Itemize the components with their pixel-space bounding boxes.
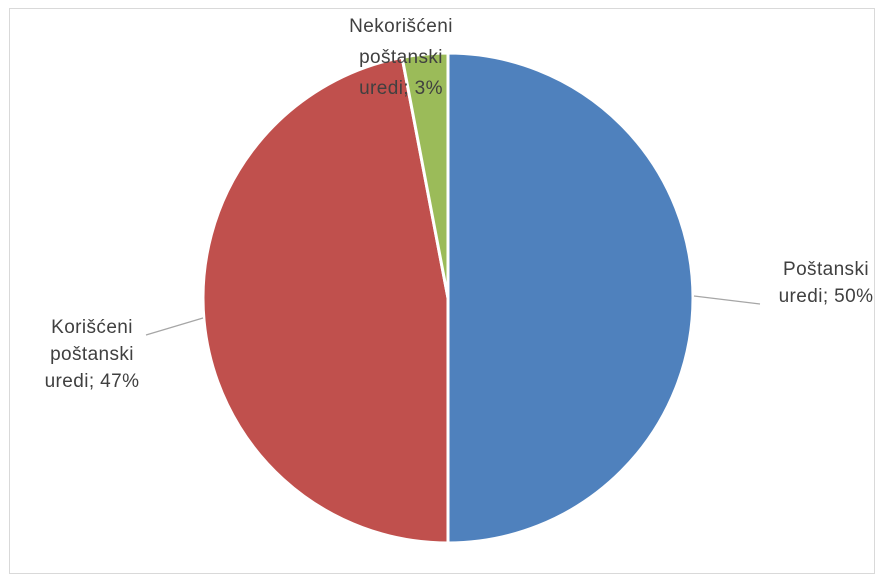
slice-label-line: uredi; 47% <box>45 371 140 392</box>
leader-line-2 <box>145 317 204 336</box>
pie-slice-3 <box>400 51 450 300</box>
pie-slices <box>201 51 695 545</box>
slice-label-3: Nekorišćeni poštanski uredi; 3% <box>349 16 453 99</box>
slice-label-line: Nekorišćeni <box>349 16 453 37</box>
leader-line-1 <box>693 295 761 305</box>
slice-label-line: poštanski <box>359 47 443 68</box>
pie-slice-1 <box>446 51 695 545</box>
slice-label-line: Korišćeni <box>51 317 133 338</box>
slice-labels: Poštanski uredi; 50% Korišćeni poštanski ure… <box>45 16 874 392</box>
leader-lines <box>145 295 761 336</box>
slice-label-2: Korišćeni poštanski uredi; 47% <box>45 317 140 392</box>
slice-label-1: Poštanski uredi; 50% <box>779 259 874 307</box>
slice-label-line: Poštanski <box>783 259 869 280</box>
slice-label-line: uredi; 3% <box>359 78 443 99</box>
pie-slice-2 <box>201 55 450 545</box>
slice-label-line: uredi; 50% <box>779 286 874 307</box>
slice-label-line: poštanski <box>50 344 134 365</box>
